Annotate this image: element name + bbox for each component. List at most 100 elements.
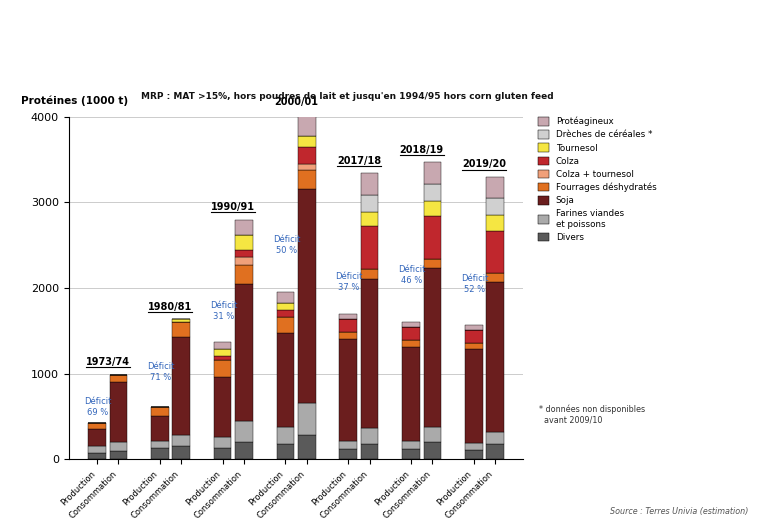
Bar xyxy=(423,268,441,427)
Bar xyxy=(465,330,483,343)
Bar xyxy=(298,403,316,435)
Text: 1990/91: 1990/91 xyxy=(212,202,255,212)
Text: Déficit
69 %: Déficit 69 % xyxy=(84,397,112,417)
Text: 2019/20: 2019/20 xyxy=(462,159,507,169)
Bar xyxy=(235,265,253,284)
Text: FRANCE: FRANCE xyxy=(23,34,111,53)
Text: Déficit
50 %: Déficit 50 % xyxy=(273,235,300,255)
Bar xyxy=(173,322,190,337)
Bar xyxy=(277,444,294,459)
Bar xyxy=(235,220,253,235)
Bar xyxy=(487,198,504,215)
Bar xyxy=(173,337,190,435)
Bar xyxy=(361,226,378,269)
Bar xyxy=(423,201,441,216)
Text: Déficit
71 %: Déficit 71 % xyxy=(147,362,174,383)
Bar xyxy=(151,407,169,416)
Bar xyxy=(88,424,105,429)
Text: MRP : MAT >15%, hors poudres de lait et jusqu'en 1994/95 hors corn gluten feed: MRP : MAT >15%, hors poudres de lait et … xyxy=(141,92,554,101)
Text: Protéines (1000 t): Protéines (1000 t) xyxy=(21,96,128,106)
Bar xyxy=(109,375,127,382)
Bar xyxy=(487,274,504,282)
Bar xyxy=(487,215,504,230)
Text: * données non disponibles
  avant 2009/10: * données non disponibles avant 2009/10 xyxy=(539,405,645,425)
Bar xyxy=(423,184,441,201)
Text: Évolution des bilans des principales Matières Riches en Protéines
en alimentatio: Évolution des bilans des principales Mat… xyxy=(150,27,568,57)
Bar xyxy=(361,173,378,195)
Bar xyxy=(109,382,127,442)
Bar xyxy=(423,427,441,442)
Bar xyxy=(214,356,231,360)
Bar xyxy=(361,212,378,226)
Bar xyxy=(465,443,483,450)
Bar xyxy=(487,176,504,198)
Bar xyxy=(298,435,316,459)
Bar xyxy=(361,444,378,459)
Text: Déficit
46 %: Déficit 46 % xyxy=(398,265,426,285)
Bar xyxy=(109,450,127,459)
Bar xyxy=(235,250,253,257)
Bar xyxy=(109,442,127,450)
Bar xyxy=(235,235,253,250)
Bar xyxy=(487,444,504,459)
Bar xyxy=(339,449,357,459)
Bar xyxy=(423,442,441,459)
Bar xyxy=(361,429,378,444)
Bar xyxy=(423,216,441,259)
Bar xyxy=(235,442,253,459)
Bar xyxy=(339,319,357,332)
Text: Source : Terres Univia (estimation): Source : Terres Univia (estimation) xyxy=(610,508,749,516)
Bar xyxy=(487,282,504,432)
Bar xyxy=(298,164,316,170)
Bar xyxy=(277,317,294,333)
Text: Déficit
37 %: Déficit 37 % xyxy=(335,272,363,292)
Bar xyxy=(487,432,504,444)
Bar xyxy=(402,449,419,459)
Bar xyxy=(423,259,441,268)
Bar xyxy=(277,310,294,317)
Text: 2000/01: 2000/01 xyxy=(274,97,318,107)
Bar xyxy=(214,448,231,459)
Bar xyxy=(235,257,253,265)
Bar xyxy=(361,279,378,429)
Bar xyxy=(465,349,483,443)
Text: 2018/19: 2018/19 xyxy=(400,145,444,155)
Bar xyxy=(214,437,231,448)
Bar xyxy=(235,421,253,442)
Bar xyxy=(151,448,169,459)
Text: 2017/18: 2017/18 xyxy=(337,156,381,166)
Bar xyxy=(423,162,441,184)
Bar xyxy=(361,195,378,212)
Bar xyxy=(298,170,316,189)
Bar xyxy=(214,342,231,349)
Bar xyxy=(402,322,419,327)
Bar xyxy=(277,333,294,427)
Bar xyxy=(298,189,316,403)
Bar xyxy=(214,377,231,437)
Bar xyxy=(235,284,253,421)
Bar xyxy=(402,347,419,441)
Bar xyxy=(88,429,105,446)
Text: Déficit
31 %: Déficit 31 % xyxy=(210,301,238,321)
Bar xyxy=(151,416,169,441)
Bar xyxy=(465,325,483,330)
Bar xyxy=(487,230,504,274)
Bar xyxy=(88,446,105,453)
Bar xyxy=(465,343,483,349)
Text: Déficit
52 %: Déficit 52 % xyxy=(461,274,488,294)
Bar xyxy=(88,453,105,459)
Bar xyxy=(402,327,419,340)
Bar xyxy=(214,349,231,356)
Bar xyxy=(173,319,190,322)
Bar xyxy=(298,135,316,147)
Text: 1973/74: 1973/74 xyxy=(86,357,130,367)
Bar xyxy=(339,338,357,441)
Bar xyxy=(277,427,294,444)
Legend: Protéagineux, Drèches de céréales *, Tournesol, Colza, Colza + tournesol, Fourra: Protéagineux, Drèches de céréales *, Tou… xyxy=(535,113,660,245)
Bar xyxy=(151,441,169,448)
Text: 1980/81: 1980/81 xyxy=(148,302,193,311)
Bar xyxy=(277,304,294,310)
Bar xyxy=(173,435,190,446)
Bar xyxy=(339,313,357,319)
Bar xyxy=(214,360,231,377)
